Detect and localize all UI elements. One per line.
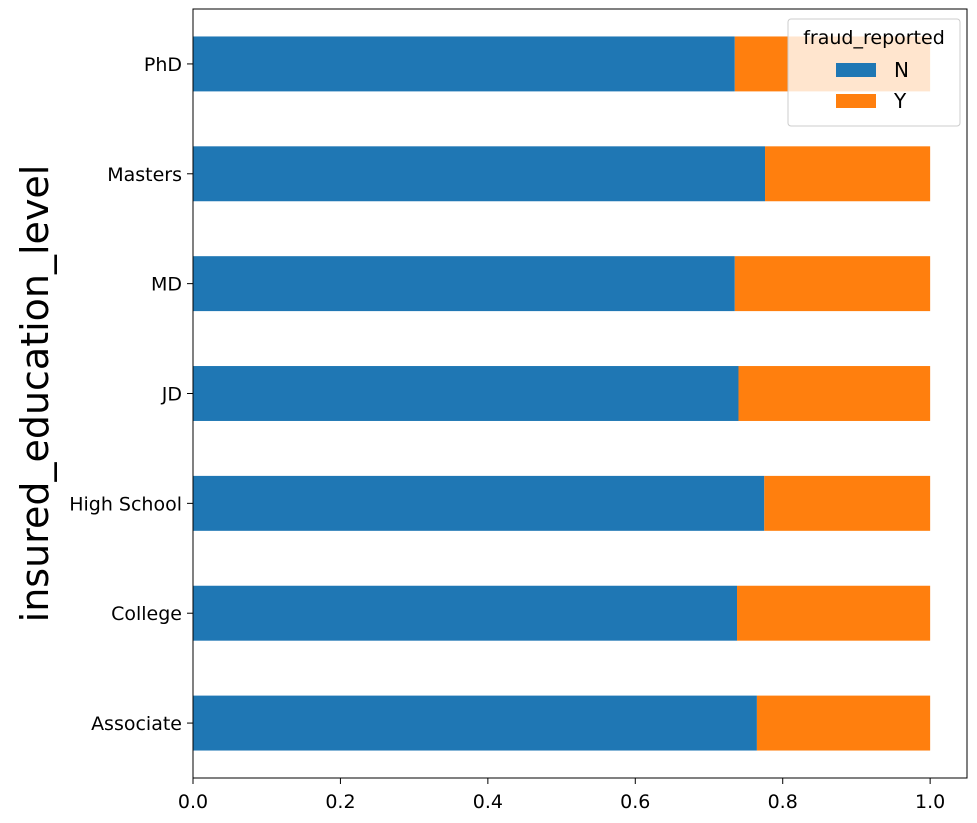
x-tick-label: 1.0 xyxy=(915,791,945,813)
bar-n-md xyxy=(193,256,735,312)
bar-y-high-school xyxy=(764,475,931,531)
bar-n-associate xyxy=(193,695,757,751)
x-axis: 0.0 0.2 0.4 0.6 0.8 1.0 xyxy=(178,778,945,813)
y-tick-label: Masters xyxy=(107,164,182,186)
x-tick-label: 0.0 xyxy=(178,791,208,813)
bar-y-college xyxy=(737,585,931,641)
legend-swatch-n xyxy=(836,63,876,77)
bar-y-associate xyxy=(756,695,931,751)
y-tick-label: PhD xyxy=(144,54,182,76)
bar-n-phd xyxy=(193,36,735,92)
bar-n-jd xyxy=(193,366,739,421)
legend-label-n: N xyxy=(894,58,909,82)
legend-title: fraud_reported xyxy=(803,27,945,49)
y-tick-label: JD xyxy=(161,384,182,406)
bar-n-high-school xyxy=(193,475,765,531)
y-tick-label: MD xyxy=(151,274,182,296)
bar-y-jd xyxy=(738,366,931,421)
y-tick-label: High School xyxy=(69,493,182,515)
x-tick-label: 0.2 xyxy=(325,791,355,813)
x-tick-label: 0.6 xyxy=(620,791,650,813)
bar-n-college xyxy=(193,585,738,641)
y-axis-label: insured_education_level xyxy=(13,165,57,623)
bars-layer xyxy=(193,36,931,751)
legend-entries: NY xyxy=(836,58,909,113)
bar-y-masters xyxy=(765,146,931,202)
y-axis: PhD Masters MD JD High School College Associat… xyxy=(69,54,193,735)
bar-n-masters xyxy=(193,146,766,202)
bar-y-md xyxy=(734,256,931,312)
legend: fraud_reported NY xyxy=(787,18,961,127)
x-tick-label: 0.8 xyxy=(768,791,798,813)
legend-swatch-y xyxy=(836,94,876,108)
y-tick-label: Associate xyxy=(91,713,182,735)
x-tick-label: 0.4 xyxy=(473,791,503,813)
legend-label-y: Y xyxy=(893,89,907,113)
y-tick-label: College xyxy=(111,603,182,625)
